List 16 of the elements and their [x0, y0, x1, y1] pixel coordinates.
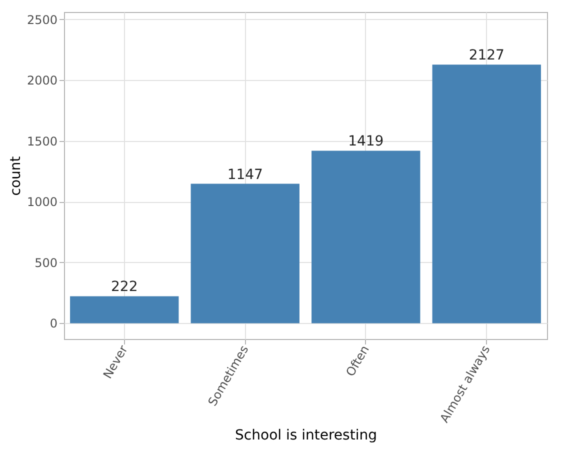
data-label: 1419 [348, 134, 384, 150]
x-axis-title: School is interesting [235, 427, 377, 444]
bar [432, 64, 541, 324]
y-tick-label: 2000 [26, 74, 58, 88]
y-tick-label: 1500 [26, 134, 58, 148]
y-tick-label: 1000 [26, 195, 58, 210]
y-tick-label: 0 [50, 316, 58, 331]
bar [70, 296, 179, 324]
y-tick-label: 2500 [26, 12, 58, 27]
bar [190, 184, 300, 324]
data-label: 2127 [468, 48, 504, 64]
data-label: 222 [111, 279, 138, 296]
y-axis-title: count [8, 156, 24, 196]
y-tick-label: 500 [34, 256, 58, 270]
bar [312, 150, 420, 324]
data-label: 1147 [227, 166, 263, 183]
